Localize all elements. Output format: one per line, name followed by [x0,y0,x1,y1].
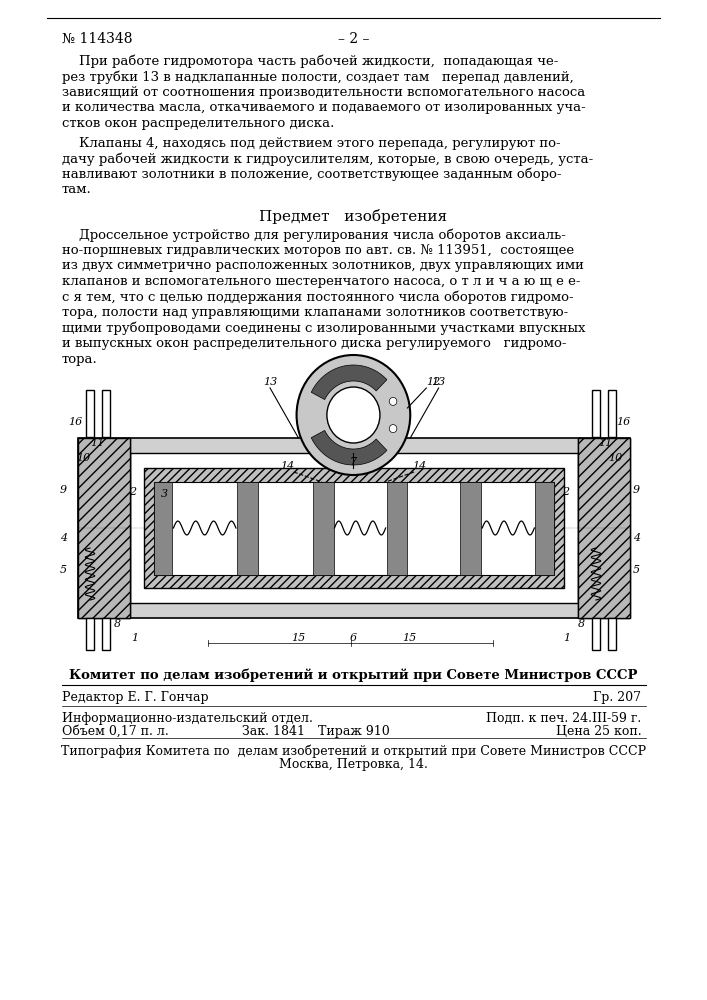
Bar [592,390,600,437]
Text: 5: 5 [633,565,641,575]
Bar [78,438,130,618]
Bar [144,468,563,588]
Text: 11: 11 [90,438,105,448]
Text: 15: 15 [291,633,305,643]
Text: № 114348: № 114348 [62,32,132,46]
Text: 8: 8 [114,619,121,629]
Text: Подп. к печ. 24.III-59 г.: Подп. к печ. 24.III-59 г. [486,712,641,725]
Bar [153,482,173,575]
Text: 1: 1 [131,633,138,643]
Text: 6: 6 [350,633,357,643]
Text: Типография Комитета по  делам изобретений и открытий при Совете Министров СССР: Типография Комитета по делам изобретений… [61,744,646,758]
Text: 16: 16 [69,417,83,427]
Text: 14: 14 [280,461,294,471]
Text: щими трубопроводами соединены с изолированными участками впускных: щими трубопроводами соединены с изолиров… [62,322,585,335]
Text: 13: 13 [431,377,446,387]
Text: – 2 –: – 2 – [338,32,369,46]
Bar [578,438,630,618]
Text: тора.: тора. [62,353,98,365]
Text: но-поршневых гидравлических моторов по авт. св. № 113951,  состоящее: но-поршневых гидравлических моторов по а… [62,244,574,257]
Text: 2: 2 [129,487,136,497]
Text: 15: 15 [402,633,416,643]
Text: и выпускных окон распределительного диска регулируемого   гидромо-: и выпускных окон распределительного диск… [62,337,566,350]
Text: 12: 12 [426,377,440,387]
Bar [387,482,407,575]
Text: и количества масла, откачиваемого и подаваемого от изолированных уча-: и количества масла, откачиваемого и пода… [62,102,585,114]
Bar [460,482,481,575]
Bar [608,390,616,437]
Circle shape [390,425,397,433]
Text: 11: 11 [598,438,612,448]
Bar [86,390,94,437]
Bar [608,618,616,650]
Text: 14: 14 [413,461,427,471]
Text: навливают золотники в положение, соответствующее заданным оборо-: навливают золотники в положение, соответ… [62,167,561,181]
Bar [578,438,630,618]
Bar [78,438,630,618]
Circle shape [390,397,397,405]
Circle shape [327,387,380,443]
Text: 7: 7 [350,457,357,467]
Text: дачу рабочей жидкости к гидроусилителям, которые, в свою очередь, уста-: дачу рабочей жидкости к гидроусилителям,… [62,152,593,165]
Text: 9: 9 [60,485,67,495]
Text: рез трубки 13 в надклапанные полости, создает там   перепад давлений,: рез трубки 13 в надклапанные полости, со… [62,70,573,84]
Text: зависящий от соотношения производительности вспомогательного насоса: зависящий от соотношения производительно… [62,86,585,99]
Bar [78,438,130,618]
Text: тора, полости над управляющими клапанами золотников соответствую-: тора, полости над управляющими клапанами… [62,306,568,319]
Circle shape [296,355,410,475]
Text: 16: 16 [617,417,631,427]
Text: Цена 25 коп.: Цена 25 коп. [556,725,641,738]
Bar [153,482,554,575]
Text: Объем 0,17 п. л.: Объем 0,17 п. л. [62,725,168,738]
Text: Тираж 910: Тираж 910 [317,725,390,738]
Text: 5: 5 [60,565,67,575]
Text: 1: 1 [563,633,570,643]
Text: Зак. 1841: Зак. 1841 [242,725,305,738]
Text: 4: 4 [60,533,67,543]
Text: 10: 10 [609,453,623,463]
Text: Предмет   изобретения: Предмет изобретения [259,209,448,224]
Bar [535,482,554,575]
Bar [130,453,578,603]
Text: Клапаны 4, находясь под действием этого перепада, регулируют по-: Клапаны 4, находясь под действием этого … [62,136,560,149]
Text: стков окон распределительного диска.: стков окон распределительного диска. [62,117,334,130]
Text: Москва, Петровка, 14.: Москва, Петровка, 14. [279,758,428,771]
Bar [144,468,563,588]
Bar [103,618,110,650]
Text: Информационно-издательский отдел.: Информационно-издательский отдел. [62,712,312,725]
Polygon shape [311,430,387,465]
Bar [312,482,334,575]
Text: из двух симметрично расположенных золотников, двух управляющих ими: из двух симметрично расположенных золотн… [62,259,583,272]
Text: 13: 13 [263,377,277,387]
Text: 10: 10 [76,453,90,463]
Bar [86,618,94,650]
Text: с я тем, что с целью поддержания постоянного числа оборотов гидромо-: с я тем, что с целью поддержания постоян… [62,290,573,304]
Bar [578,438,630,618]
Text: Гр. 207: Гр. 207 [593,691,641,704]
Text: При работе гидромотора часть рабочей жидкости,  попадающая че-: При работе гидромотора часть рабочей жид… [62,55,558,68]
Text: Дроссельное устройство для регулирования числа оборотов аксиаль-: Дроссельное устройство для регулирования… [62,229,566,242]
Text: клапанов и вспомогательного шестеренчатого насоса, о т л и ч а ю щ е е-: клапанов и вспомогательного шестеренчато… [62,275,580,288]
Text: там.: там. [62,183,91,196]
Text: Комитет по делам изобретений и открытий при Совете Министров СССР: Комитет по делам изобретений и открытий … [69,668,638,682]
Text: 4: 4 [633,533,641,543]
Text: Редактор Е. Г. Гончар: Редактор Е. Г. Гончар [62,691,209,704]
Bar [237,482,258,575]
Text: 8: 8 [578,619,585,629]
Bar [103,390,110,437]
Bar [592,618,600,650]
Text: 9: 9 [633,485,641,495]
Text: 3: 3 [161,489,168,499]
Bar [78,438,130,618]
Polygon shape [311,365,387,400]
Text: 2: 2 [562,487,569,497]
